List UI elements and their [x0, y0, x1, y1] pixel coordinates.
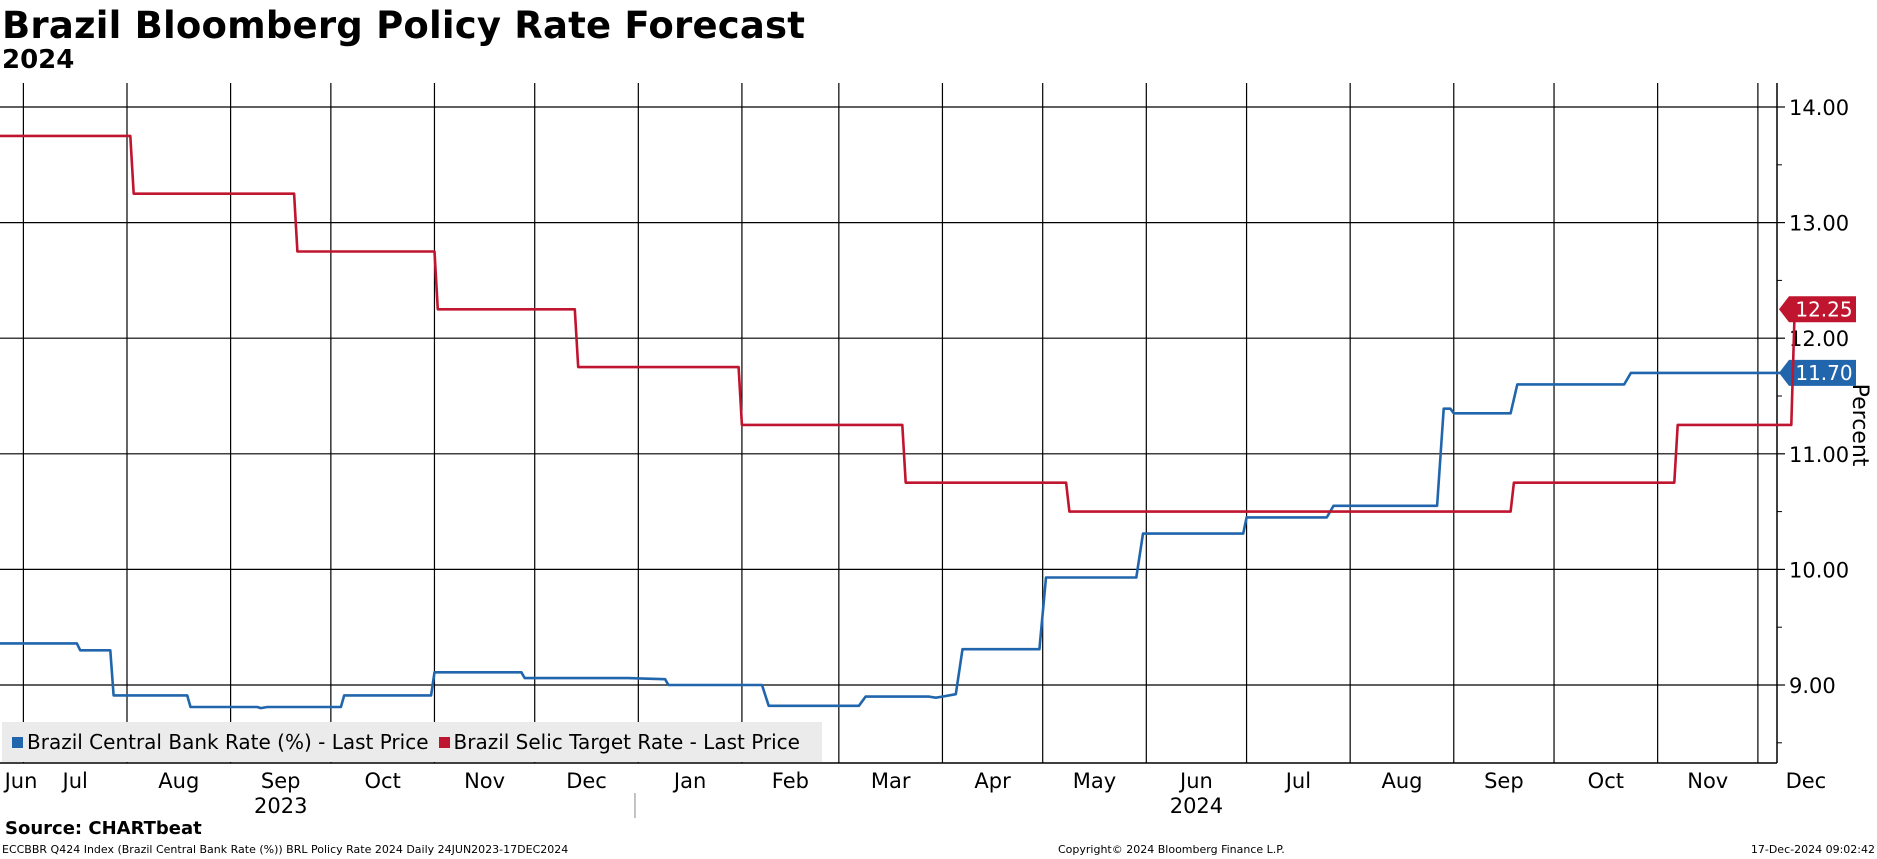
- y-axis-label: Percent: [1847, 384, 1872, 467]
- y-tick-label: 14.00: [1789, 96, 1849, 120]
- x-tick-label: Apr: [974, 769, 1011, 793]
- last-value-tag-selic-target-rate: 12.25: [1779, 296, 1856, 323]
- y-tick-label: 9.00: [1789, 674, 1836, 698]
- series-line-selic-target-rate: [0, 134, 1812, 513]
- year-label: 2023: [254, 794, 307, 818]
- x-tick-label: Feb: [772, 769, 809, 793]
- x-tick-label: Aug: [158, 769, 199, 793]
- x-tick-label: Jul: [61, 769, 88, 793]
- y-tick-label: 11.00: [1789, 443, 1849, 467]
- legend-label-central-bank-rate: Brazil Central Bank Rate (%) - Last Pric…: [27, 730, 429, 754]
- x-tick-label: Nov: [1687, 769, 1728, 793]
- last-value-text: 12.25: [1795, 297, 1852, 321]
- x-tick-label: Dec: [1786, 769, 1827, 793]
- x-tick-label: Aug: [1381, 769, 1422, 793]
- x-tick-label: May: [1073, 769, 1116, 793]
- last-value-tag-central-bank-rate: 11.70: [1779, 359, 1856, 386]
- y-tick-label: 13.00: [1789, 212, 1849, 236]
- chart-legend: Brazil Central Bank Rate (%) - Last Pric…: [2, 722, 822, 762]
- series-line-central-bank-rate: [0, 371, 1812, 710]
- x-tick-label: Jun: [1178, 769, 1213, 793]
- legend-item-central-bank-rate: Brazil Central Bank Rate (%) - Last Pric…: [12, 730, 429, 754]
- copyright-notice: Copyright© 2024 Bloomberg Finance L.P.: [1058, 843, 1285, 856]
- index-info: ECCBBR Q424 Index (Brazil Central Bank R…: [2, 843, 569, 856]
- x-tick-label: Mar: [871, 769, 911, 793]
- source-note: Source: CHARTbeat: [5, 818, 202, 839]
- last-value-tag-bg: [1779, 296, 1856, 323]
- x-tick-label: Oct: [365, 769, 401, 793]
- y-tick-label: 10.00: [1789, 558, 1849, 582]
- x-tick-label: Sep: [1484, 769, 1524, 793]
- legend-swatch-selic-target-rate: [438, 736, 450, 748]
- last-value-tag-bg: [1779, 359, 1856, 386]
- x-tick-label: Dec: [566, 769, 607, 793]
- year-label: 2024: [1170, 794, 1223, 818]
- timestamp: 17-Dec-2024 09:02:42: [1750, 843, 1875, 856]
- x-tick-label: Oct: [1588, 769, 1624, 793]
- x-tick-label: Jul: [1284, 769, 1311, 793]
- chart-subtitle: 2024: [2, 45, 75, 75]
- last-value-text: 11.70: [1795, 361, 1852, 385]
- y-tick-label: 12.00: [1789, 327, 1849, 351]
- x-tick-label: Nov: [464, 769, 505, 793]
- x-tick-label: Jun: [3, 769, 38, 793]
- legend-swatch-central-bank-rate: [12, 736, 23, 748]
- legend-item-selic-target-rate: Brazil Selic Target Rate - Last Price: [438, 730, 800, 754]
- chart-title: Brazil Bloomberg Policy Rate Forecast: [2, 4, 806, 47]
- legend-label-selic-target-rate: Brazil Selic Target Rate - Last Price: [453, 730, 800, 754]
- x-tick-label: Sep: [261, 769, 301, 793]
- x-tick-label: Jan: [672, 769, 706, 793]
